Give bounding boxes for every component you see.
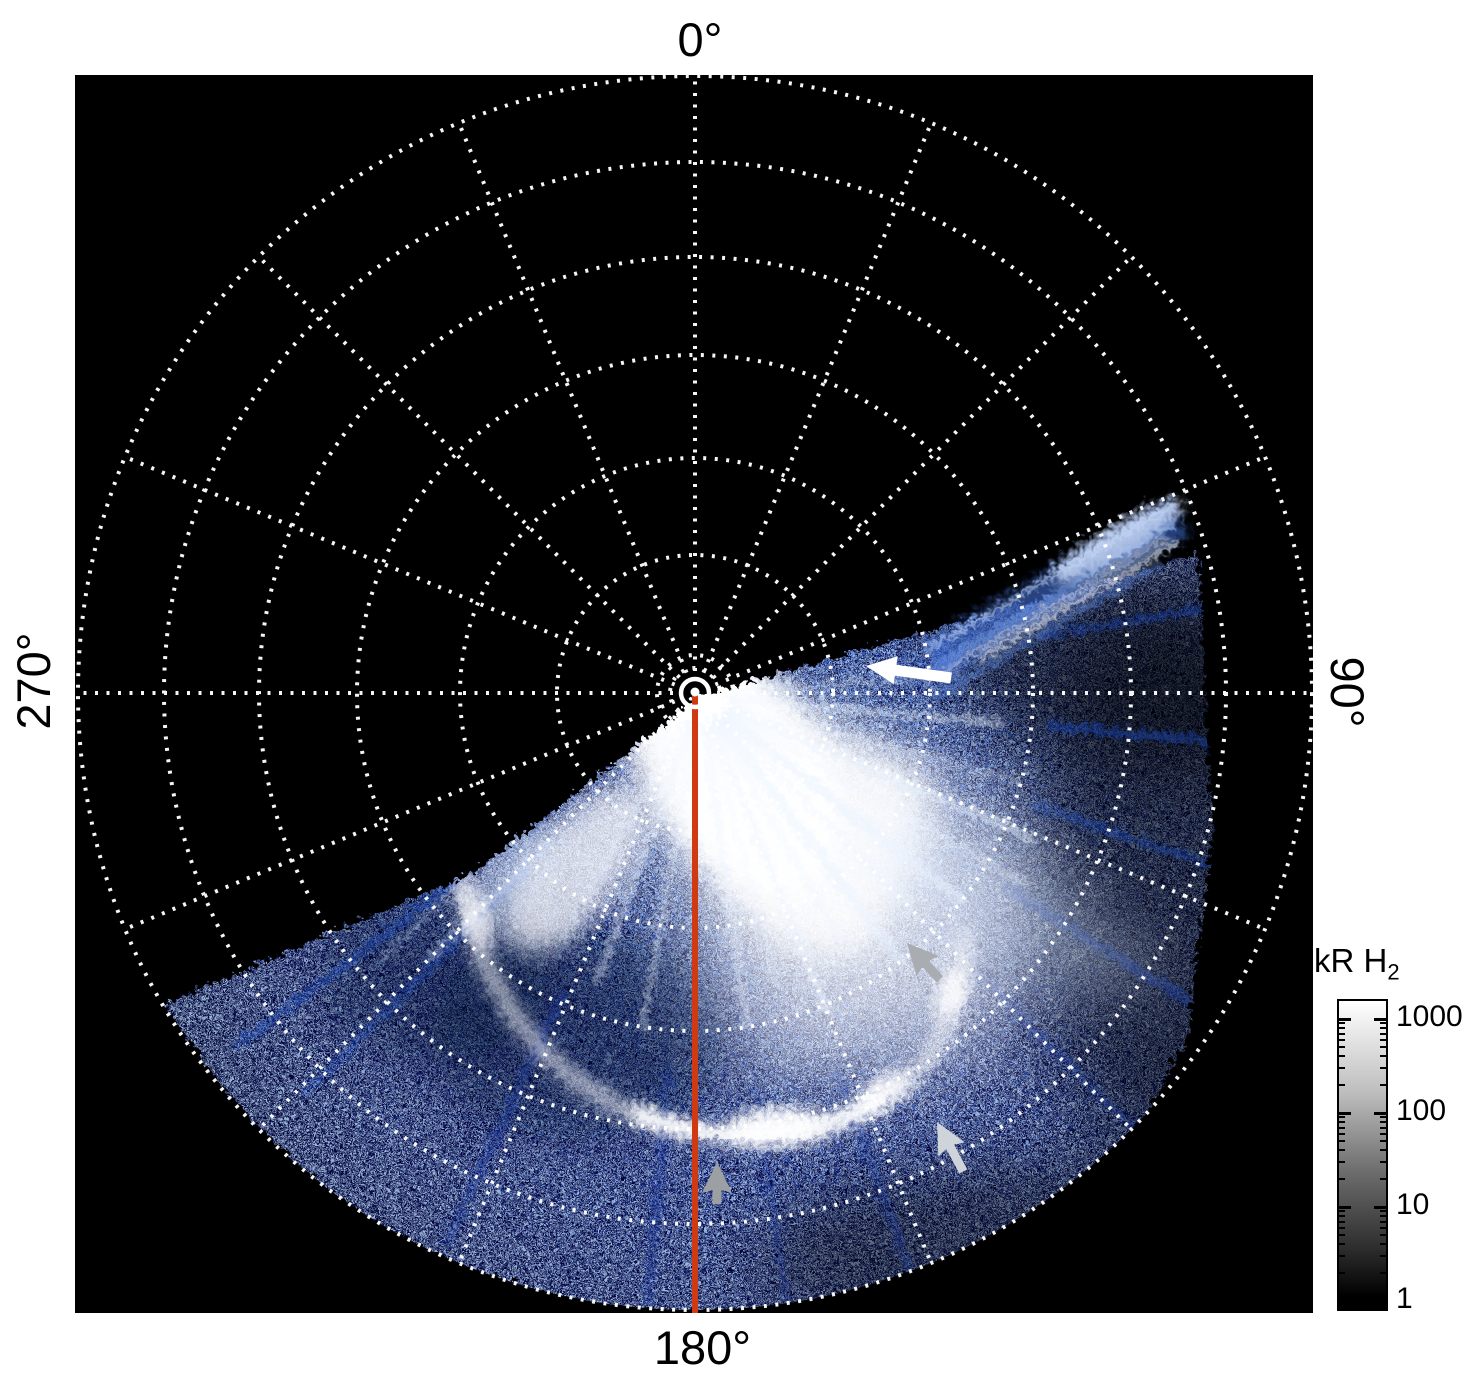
colorbar-tick-1: 1 bbox=[1396, 1282, 1413, 1315]
detached-streak-band bbox=[875, 495, 1186, 697]
angle-label-0: 0° bbox=[677, 13, 723, 66]
gray-arrow-bottom bbox=[702, 1162, 732, 1204]
radial-streak-texture bbox=[545, 671, 1135, 1155]
polar-image bbox=[75, 75, 1313, 1313]
angle-label-270: 270° bbox=[7, 632, 60, 730]
pole-center-dot bbox=[690, 687, 700, 697]
grid-circle-outer bbox=[76, 75, 1313, 1312]
colorbar-tick-1000: 1000 bbox=[1396, 1000, 1463, 1033]
angle-label-90: 90° bbox=[1321, 656, 1374, 728]
auroral-arc bbox=[448, 868, 966, 1144]
annotation-arrows bbox=[702, 656, 968, 1204]
colorbar-bar bbox=[1337, 999, 1388, 1311]
colorbar-title: kR H2 bbox=[1314, 942, 1400, 986]
colorbar-title-text: kR H bbox=[1314, 942, 1388, 979]
grid-spokes bbox=[79, 77, 1311, 1309]
angle-label-180: 180° bbox=[653, 1321, 752, 1374]
gray-arrow-upper bbox=[907, 943, 944, 983]
polar-plot bbox=[75, 75, 1313, 1313]
light-arrow-lower-right bbox=[937, 1122, 968, 1174]
colorbar-tick-100: 100 bbox=[1396, 1094, 1447, 1127]
white-arrow bbox=[866, 656, 952, 685]
colorbar-tick-10: 10 bbox=[1396, 1188, 1430, 1221]
colorbar-title-subscript: 2 bbox=[1387, 959, 1400, 985]
pole-marker-ring bbox=[678, 676, 712, 710]
